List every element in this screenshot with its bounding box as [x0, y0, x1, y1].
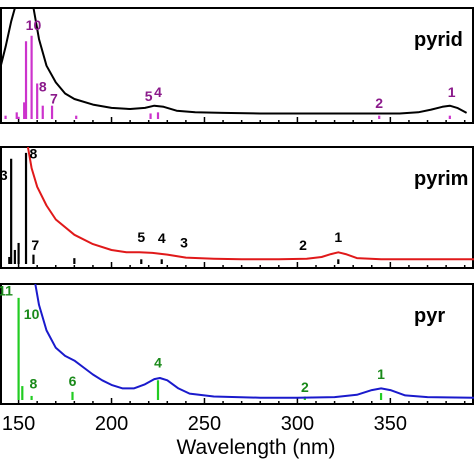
- panel-label: pyrid: [414, 29, 463, 51]
- x-tick-label: 300: [281, 413, 314, 435]
- transition-label: 4: [158, 230, 166, 246]
- panel-pyr: 11 10 8 6 4 2 1 pyr: [0, 283, 474, 405]
- transition-label: 7: [31, 237, 39, 253]
- x-tick-label: 200: [95, 413, 128, 435]
- transition-label: 10: [24, 306, 40, 322]
- spectrum-line: [34, 284, 474, 399]
- spectrum-line: [0, 8, 468, 115]
- transition-label: 1: [334, 229, 342, 245]
- transition-label: 8: [39, 78, 47, 94]
- transition-label: 4: [154, 355, 162, 371]
- panel-frame: [0, 283, 474, 405]
- transition-label: 1: [448, 84, 456, 100]
- transition-label: 8: [30, 146, 38, 162]
- x-axis-label: Wavelength (nm): [176, 436, 335, 459]
- transition-label: 5: [145, 88, 153, 104]
- transition-label: 1: [377, 366, 385, 382]
- panel-frame: [0, 146, 474, 269]
- spectrum-line: [26, 147, 474, 261]
- transition-label: 6: [69, 373, 77, 389]
- transition-label: 8: [30, 375, 38, 391]
- transition-label: 3: [180, 235, 188, 251]
- transition-label: 11: [0, 283, 13, 299]
- transition-label: 4: [154, 84, 162, 100]
- x-tick-label: 150: [2, 413, 35, 435]
- transition-label: 5: [137, 229, 145, 245]
- panel-label: pyr: [414, 305, 445, 327]
- x-tick-label: 350: [374, 413, 407, 435]
- transition-label: 2: [375, 95, 383, 111]
- panel-label: pyrim: [414, 168, 468, 190]
- transition-label: 7: [50, 90, 58, 106]
- x-axis: 150 200 250 300 350: [2, 413, 407, 435]
- panel-frame: [0, 7, 474, 124]
- transition-label: 2: [301, 379, 309, 395]
- transition-label: 10: [26, 17, 42, 33]
- transition-label: 3: [0, 167, 8, 183]
- x-tick-label: 250: [188, 413, 221, 435]
- transition-label: 2: [299, 237, 307, 253]
